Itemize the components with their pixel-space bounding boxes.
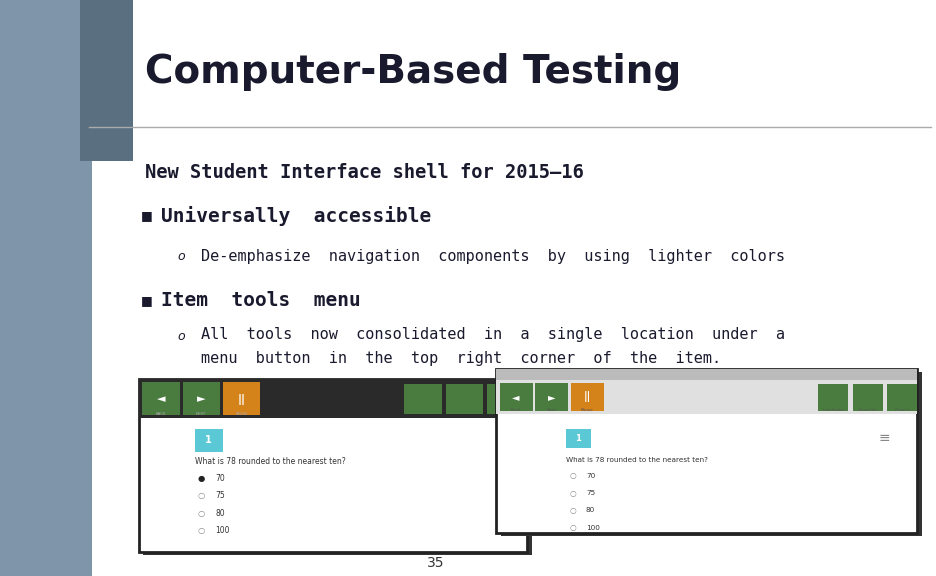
FancyBboxPatch shape (80, 0, 133, 161)
Text: 75: 75 (215, 491, 225, 501)
FancyBboxPatch shape (142, 382, 180, 415)
FancyBboxPatch shape (139, 379, 527, 552)
Text: ●: ● (197, 474, 205, 483)
FancyBboxPatch shape (404, 384, 442, 414)
Text: 70: 70 (586, 473, 595, 479)
Text: Zoom In: Zoom In (895, 408, 910, 412)
FancyBboxPatch shape (80, 0, 936, 576)
FancyBboxPatch shape (143, 382, 532, 555)
Text: NEXT: NEXT (197, 412, 206, 416)
Text: ≡: ≡ (879, 431, 890, 445)
FancyBboxPatch shape (223, 382, 260, 415)
Text: ||: || (238, 393, 245, 405)
Text: ○: ○ (569, 488, 576, 498)
Text: All  tools  now  consolidated  in  a  single  location  under  a: All tools now consolidated in a single l… (201, 327, 785, 342)
Text: ◄: ◄ (512, 392, 520, 402)
FancyBboxPatch shape (501, 372, 922, 536)
Text: ■: ■ (140, 210, 153, 222)
FancyBboxPatch shape (887, 384, 917, 411)
FancyBboxPatch shape (446, 384, 483, 414)
Text: Universally  accessible: Universally accessible (161, 206, 431, 226)
Text: Computer-Based Testing: Computer-Based Testing (145, 53, 681, 91)
Text: 70: 70 (215, 474, 225, 483)
Text: What is 78 rounded to the nearest ten?: What is 78 rounded to the nearest ten? (195, 457, 345, 466)
FancyBboxPatch shape (500, 383, 533, 411)
FancyBboxPatch shape (496, 380, 917, 414)
Text: 1: 1 (205, 435, 212, 445)
FancyBboxPatch shape (487, 384, 524, 414)
Text: PAUSE: PAUSE (235, 412, 248, 416)
Text: ○: ○ (197, 491, 205, 501)
Text: ||: || (584, 391, 591, 403)
FancyBboxPatch shape (566, 429, 591, 448)
Text: ○: ○ (197, 526, 205, 535)
Text: 1: 1 (576, 434, 581, 443)
Text: BACK: BACK (155, 412, 167, 416)
Text: ○: ○ (569, 523, 576, 532)
Text: o: o (178, 250, 185, 263)
Text: ◄: ◄ (156, 394, 166, 404)
Text: ►: ► (548, 392, 556, 402)
FancyBboxPatch shape (535, 383, 568, 411)
Text: ○: ○ (197, 509, 205, 518)
Text: New Student Interface shell for 2015–16: New Student Interface shell for 2015–16 (145, 164, 584, 182)
Text: 75: 75 (586, 490, 595, 496)
FancyBboxPatch shape (183, 382, 220, 415)
Text: 35: 35 (427, 556, 444, 570)
FancyBboxPatch shape (853, 384, 883, 411)
Text: ○: ○ (569, 471, 576, 480)
Text: o: o (178, 331, 185, 343)
FancyBboxPatch shape (80, 0, 92, 576)
FancyBboxPatch shape (195, 429, 223, 452)
Text: ○: ○ (569, 506, 576, 515)
Text: menu  button  in  the  top  right  corner  of  the  item.: menu button in the top right corner of t… (201, 351, 722, 366)
Text: 80: 80 (586, 507, 595, 513)
Text: Zoom Out: Zoom Out (858, 408, 877, 412)
Text: What is 78 rounded to the nearest ten?: What is 78 rounded to the nearest ten? (566, 457, 709, 463)
Text: ►: ► (197, 394, 206, 404)
FancyBboxPatch shape (139, 379, 527, 418)
Text: Pause: Pause (580, 408, 593, 412)
FancyBboxPatch shape (818, 384, 848, 411)
Text: 80: 80 (215, 509, 225, 518)
Text: 100: 100 (586, 525, 600, 530)
Text: De-emphasize  navigation  components  by  using  lighter  colors: De-emphasize navigation components by us… (201, 249, 785, 264)
Text: Next: Next (547, 408, 556, 412)
Text: ■: ■ (140, 294, 153, 307)
FancyBboxPatch shape (571, 383, 604, 411)
Text: Line Reader: Line Reader (823, 408, 843, 412)
FancyBboxPatch shape (496, 369, 917, 533)
Text: 100: 100 (215, 526, 229, 535)
Text: Item  tools  menu: Item tools menu (161, 291, 360, 310)
Text: Back: Back (510, 408, 521, 412)
FancyBboxPatch shape (496, 369, 917, 380)
